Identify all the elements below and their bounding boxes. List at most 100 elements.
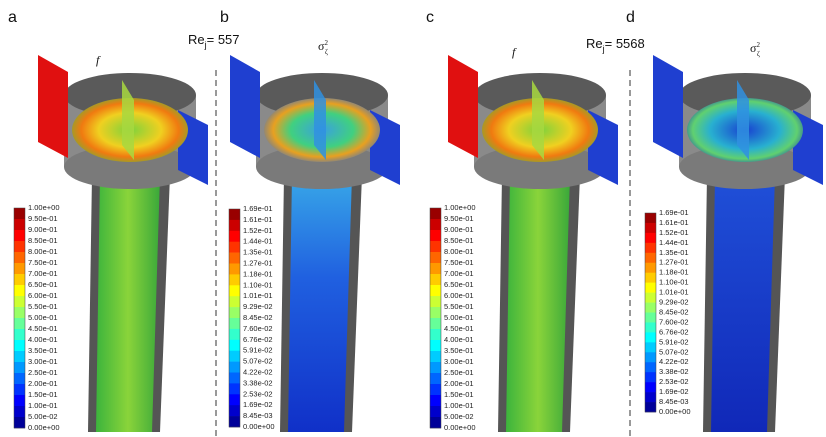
colorbar-swatch (430, 208, 441, 219)
panel-label: d (626, 9, 635, 26)
colorbar-label: 7.00e-01 (28, 269, 58, 278)
colorbar-label: 7.60e-02 (243, 324, 273, 333)
colorbar-swatch (229, 285, 240, 296)
variable-label: f (96, 53, 101, 67)
colorbar-label: 1.00e+00 (444, 203, 476, 212)
colorbar-label: 1.27e-01 (659, 258, 689, 267)
colorbar-label: 1.61e-01 (243, 215, 273, 224)
colorbar-label: 1.52e-01 (659, 228, 689, 237)
colorbar-label: 1.61e-01 (659, 218, 689, 227)
colorbar-swatch (430, 362, 441, 373)
colorbar-label: 1.69e-02 (243, 400, 273, 409)
colorbar-swatch (14, 362, 25, 373)
colorbar-swatch (645, 263, 656, 273)
colorbar-label: 1.69e-02 (659, 387, 689, 396)
colorbar-swatch (14, 395, 25, 406)
colorbar-swatch (229, 373, 240, 384)
colorbar-swatch (229, 307, 240, 318)
figure: af1.00e+009.50e-019.00e-018.50e-018.00e-… (0, 0, 826, 437)
colorbar-label: 8.50e-01 (444, 236, 474, 245)
colorbar-swatch (430, 373, 441, 384)
pipe (711, 175, 775, 432)
colorbar-label: 1.00e-01 (28, 401, 58, 410)
colorbar-label: 1.01e-01 (659, 288, 689, 297)
colorbar-swatch (430, 230, 441, 241)
colorbar-label: 5.91e-02 (243, 346, 273, 355)
pipe (506, 175, 570, 432)
panel-label: c (426, 9, 434, 26)
colorbar-swatch (14, 274, 25, 285)
colorbar-label: 1.27e-01 (243, 258, 273, 267)
colorbar-swatch (14, 307, 25, 318)
colorbar-label: 4.50e-01 (28, 324, 58, 333)
colorbar-swatch (645, 342, 656, 352)
colorbar-label: 2.00e-01 (28, 379, 58, 388)
colorbar-swatch (645, 213, 656, 223)
colorbar-label: 5.00e-01 (444, 313, 474, 322)
colorbar-swatch (14, 340, 25, 351)
colorbar-label: 9.29e-02 (243, 302, 273, 311)
colorbar-swatch (645, 382, 656, 392)
colorbar-swatch (229, 296, 240, 307)
colorbar-swatch (430, 395, 441, 406)
colorbar-swatch (229, 220, 240, 231)
colorbar-label: 1.18e-01 (659, 268, 689, 277)
colorbar-label: 1.44e-01 (659, 238, 689, 247)
colorbar-swatch (430, 417, 441, 428)
re-value: = 5568 (605, 36, 645, 51)
colorbar-label: 3.50e-01 (28, 346, 58, 355)
colorbar-label: 4.00e-01 (444, 335, 474, 344)
colorbar-label: 5.00e-02 (28, 412, 58, 421)
colorbar-swatch (14, 208, 25, 219)
colorbar-label: 8.00e-01 (444, 247, 474, 256)
colorbar-swatch (645, 273, 656, 283)
colorbar-swatch (229, 405, 240, 416)
colorbar-label: 8.45e-02 (659, 307, 689, 316)
colorbar-label: 6.00e-01 (444, 291, 474, 300)
colorbar-label: 1.00e-01 (444, 401, 474, 410)
colorbar-label: 3.38e-02 (659, 367, 689, 376)
colorbar-swatch (14, 329, 25, 340)
colorbar-swatch (430, 274, 441, 285)
colorbar-swatch (430, 351, 441, 362)
colorbar-swatch (430, 296, 441, 307)
colorbar-label: 8.50e-01 (28, 236, 58, 245)
colorbar-swatch (430, 384, 441, 395)
variable-symbol: f (96, 53, 101, 67)
colorbar-label: 1.10e-01 (659, 278, 689, 287)
variable-label: f (512, 45, 517, 59)
colorbar-swatch (430, 241, 441, 252)
colorbar-label: 0.00e+00 (28, 423, 60, 432)
panel-label: a (8, 9, 17, 26)
colorbar-label: 1.69e-01 (659, 208, 689, 217)
variable-sup: 2 (324, 39, 328, 47)
colorbar-swatch (645, 253, 656, 263)
colorbar-label: 1.35e-01 (243, 248, 273, 257)
colorbar-swatch (229, 416, 240, 427)
re-prefix: Re (188, 32, 205, 47)
colorbar-swatch (645, 223, 656, 233)
colorbar-swatch (430, 340, 441, 351)
colorbar-label: 5.50e-01 (444, 302, 474, 311)
colorbar-swatch (645, 332, 656, 342)
colorbar-label: 3.00e-01 (28, 357, 58, 366)
colorbar-label: 9.50e-01 (28, 214, 58, 223)
colorbar-swatch (645, 283, 656, 293)
colorbar-label: 1.52e-01 (243, 226, 273, 235)
colorbar-swatch (645, 372, 656, 382)
colorbar-swatch (229, 274, 240, 285)
colorbar-swatch (14, 230, 25, 241)
colorbar-swatch (229, 264, 240, 275)
colorbar-label: 0.00e+00 (659, 407, 691, 416)
colorbar-swatch (645, 392, 656, 402)
colorbar-label: 8.00e-01 (28, 247, 58, 256)
colorbar-label: 1.10e-01 (243, 280, 273, 289)
colorbar-swatch (14, 417, 25, 428)
colorbar-swatch (645, 293, 656, 303)
inlet-left (653, 55, 683, 158)
colorbar-label: 8.45e-03 (243, 411, 273, 420)
colorbar-swatch (645, 233, 656, 243)
colorbar-swatch (229, 242, 240, 253)
